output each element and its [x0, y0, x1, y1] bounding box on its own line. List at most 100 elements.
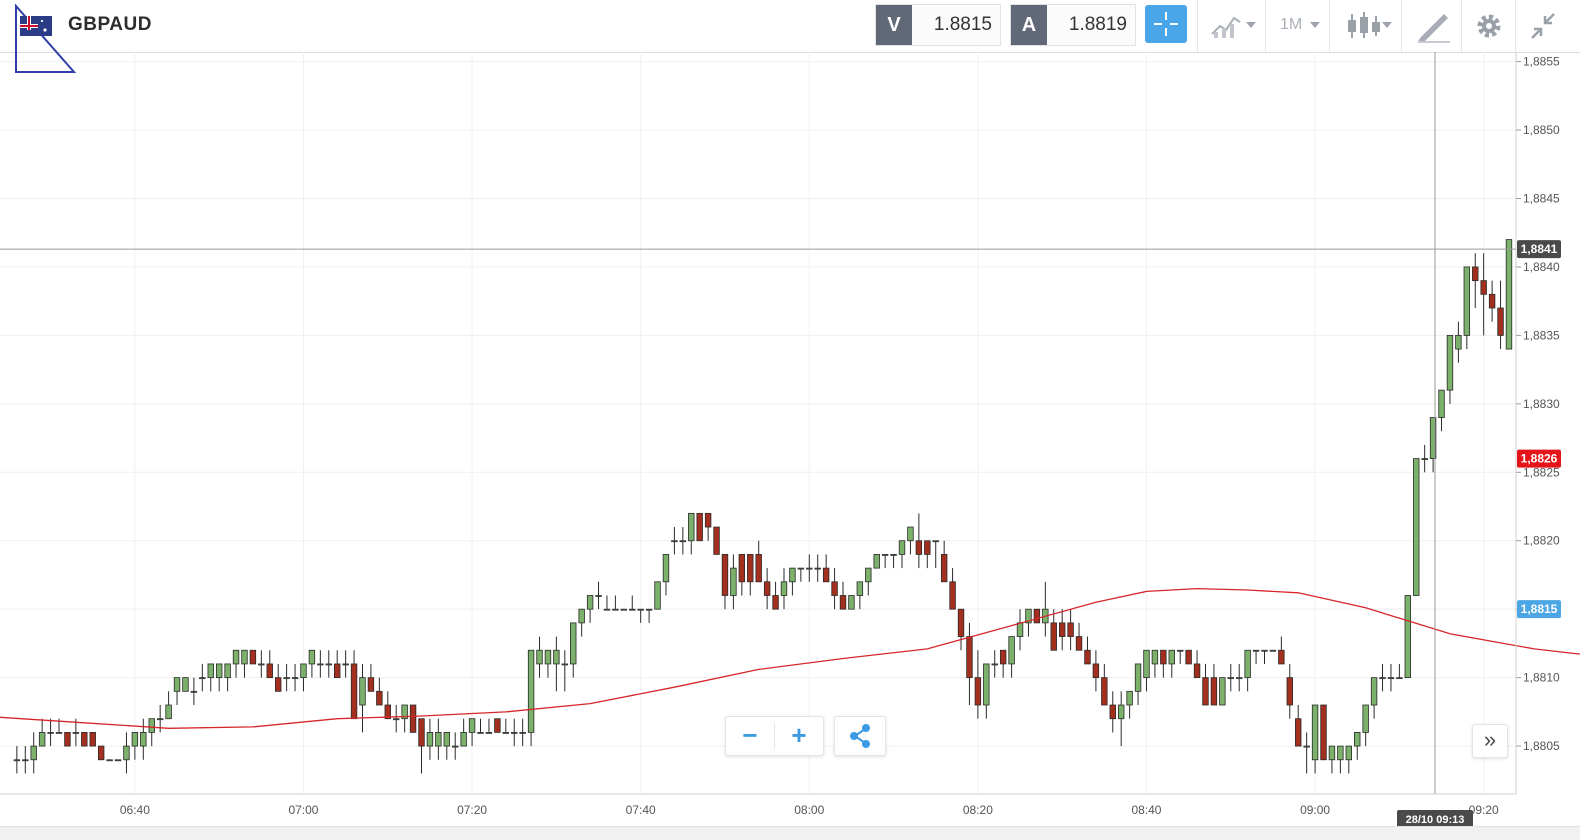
candle-body-up	[570, 622, 577, 665]
candle-body-down	[81, 731, 88, 747]
candle	[704, 512, 712, 541]
gbp-aud-flag-icon	[20, 16, 52, 36]
candle-body-up	[207, 663, 214, 679]
candle-body-up	[1463, 266, 1471, 336]
candle-body-up	[22, 759, 29, 762]
bid-price-label-bg	[1517, 600, 1561, 619]
x-tick-label: 09:20	[1469, 803, 1499, 817]
candle-body-up	[865, 567, 872, 583]
candlestick-icon	[1348, 12, 1380, 38]
candle	[13, 746, 21, 774]
last-price-label: 1,8826	[1517, 449, 1561, 468]
candle-body-up	[468, 718, 476, 733]
candle	[595, 581, 602, 610]
candle-body-up	[1269, 649, 1277, 652]
candle-body-down	[957, 608, 965, 637]
chart-type-dropdown[interactable]	[1197, 0, 1266, 52]
candle	[190, 677, 198, 706]
candle-body-up	[1387, 677, 1395, 680]
candle	[224, 663, 231, 692]
chart-header: GBPAUD V 1.8815 A 1.8819	[0, 0, 1580, 73]
candle-body-down	[949, 581, 956, 610]
settings-button[interactable]	[1461, 0, 1516, 52]
candle	[89, 731, 96, 747]
candle-body-down	[1193, 663, 1201, 679]
candle-body-up	[797, 567, 805, 570]
candle-body-up	[1505, 239, 1513, 350]
crosshair-button[interactable]	[1145, 5, 1187, 43]
candle-body-up	[173, 677, 181, 692]
candle	[1236, 663, 1243, 692]
candle	[772, 581, 779, 610]
candle-body-up	[511, 731, 518, 734]
candle	[974, 650, 982, 719]
candle-body-up	[1143, 649, 1150, 679]
candle-body-down	[274, 677, 282, 692]
candle-body-up	[1219, 677, 1226, 706]
candle	[1075, 622, 1083, 651]
candle-body-up	[780, 581, 788, 596]
chevron-down-icon	[1246, 22, 1256, 28]
candle	[738, 554, 746, 596]
candle-body-up	[106, 759, 113, 762]
chevron-down-icon	[1382, 22, 1392, 28]
candle-body-up	[856, 581, 864, 596]
candle	[460, 718, 467, 747]
candle	[527, 649, 535, 747]
share-button[interactable]	[834, 716, 886, 756]
candle	[873, 554, 880, 569]
candle-body-up	[165, 704, 172, 720]
candle	[983, 663, 990, 719]
candle-body-down	[1050, 622, 1057, 651]
x-tick-label: 07:40	[626, 803, 656, 817]
candle	[1101, 663, 1108, 706]
candle-body-up	[1438, 389, 1445, 418]
candle-body-up	[586, 595, 594, 610]
zoom-in-button[interactable]: +	[791, 720, 807, 750]
candle	[1092, 650, 1100, 692]
instrument-corner-icon	[15, 3, 77, 73]
candle-body-up	[848, 595, 855, 610]
candle	[637, 608, 644, 623]
candle	[907, 526, 914, 555]
collapse-button[interactable]	[1515, 0, 1571, 52]
candle-body-down	[266, 663, 273, 679]
candlestick-chart[interactable]: 1,88051,88101,88151,88201,88251,88301,88…	[0, 52, 1580, 839]
buy-price-button[interactable]: A 1.8819	[1010, 4, 1136, 46]
candle-body-up	[536, 649, 543, 665]
candle-body-up	[123, 745, 130, 761]
candle	[999, 649, 1007, 678]
candle	[865, 567, 872, 596]
timeframe-dropdown[interactable]: 1M	[1265, 0, 1330, 52]
candle-body-up	[662, 554, 670, 583]
candle	[1134, 663, 1142, 706]
candle-body-down	[940, 554, 948, 583]
zoom-out-button[interactable]: −	[742, 720, 758, 750]
candle	[1109, 691, 1116, 733]
candle-body-up	[317, 663, 324, 666]
x-tick-label: 08:00	[794, 803, 824, 817]
candle-body-down	[64, 731, 71, 747]
candle	[696, 512, 703, 542]
y-tick-label: 1,8805	[1523, 739, 1560, 753]
y-tick-label: 1,8830	[1523, 397, 1560, 411]
candle	[578, 608, 585, 637]
candle	[22, 746, 29, 774]
candle-body-up	[452, 745, 459, 748]
candle	[308, 649, 316, 678]
candle	[1404, 595, 1412, 679]
candle	[1050, 609, 1057, 651]
drawing-tools-button[interactable]	[1401, 0, 1462, 52]
candle	[789, 567, 796, 596]
candle	[881, 554, 889, 569]
candle	[1497, 280, 1504, 350]
candle	[325, 650, 332, 678]
candle	[1168, 649, 1175, 678]
price-axis: 1,8805 1,8810 1,8815 1,8820 1,8825 1,8830 1,88…	[1515, 52, 1560, 794]
candle-style-dropdown[interactable]	[1329, 0, 1402, 52]
candle	[1016, 609, 1024, 651]
scroll-to-latest-button[interactable]: »	[1472, 724, 1508, 758]
sell-price-button[interactable]: V 1.8815	[875, 4, 1001, 46]
candle-body-up	[140, 731, 147, 747]
candle	[376, 677, 383, 706]
